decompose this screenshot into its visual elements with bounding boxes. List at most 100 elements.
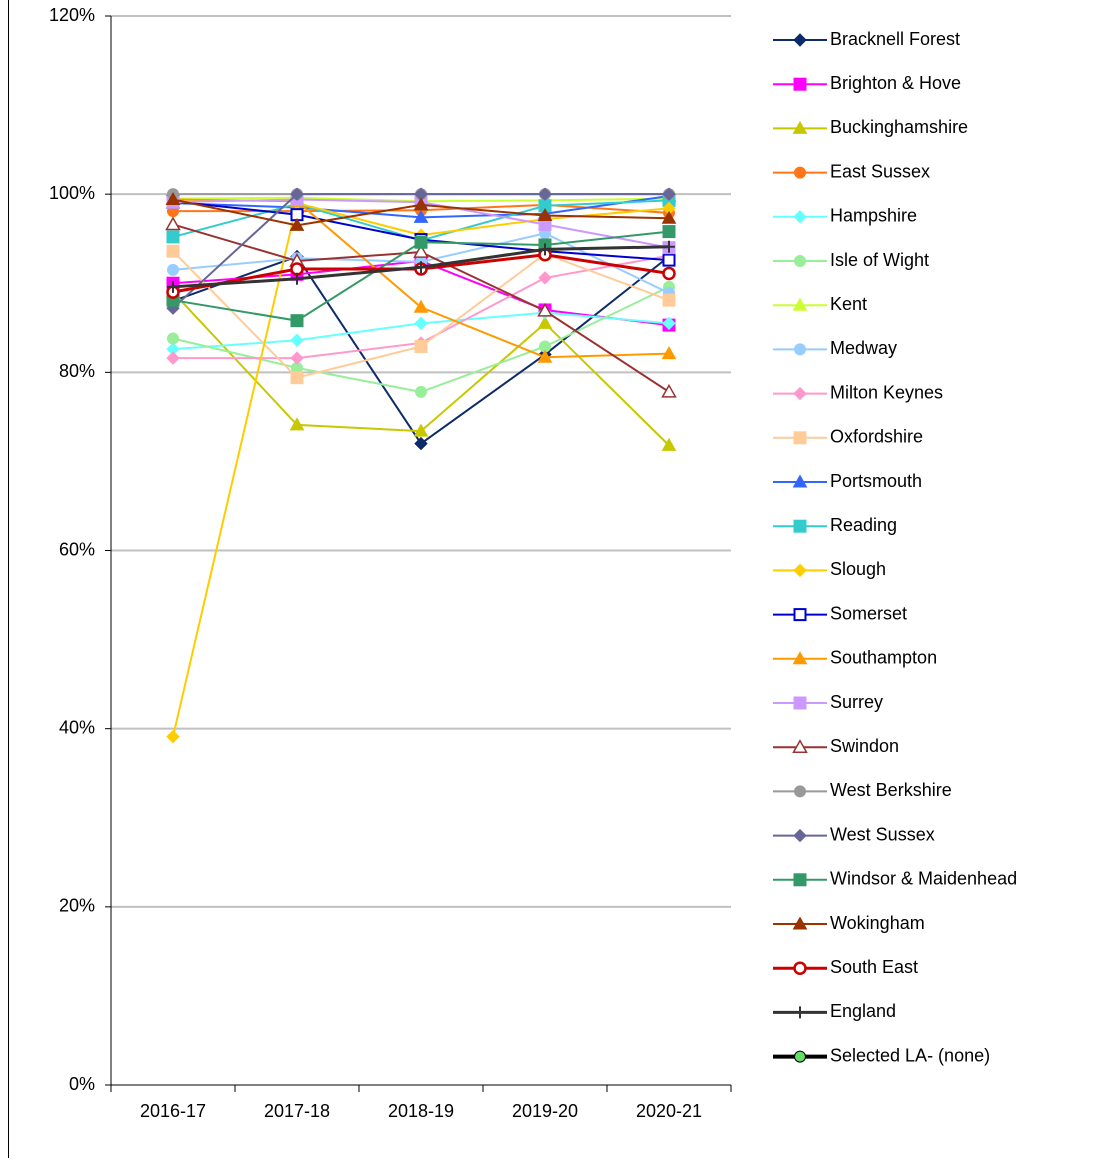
legend-marker bbox=[794, 166, 806, 179]
legend-label: Somerset bbox=[830, 603, 907, 623]
y-tick-label: 60% bbox=[59, 539, 95, 559]
data-point bbox=[661, 210, 677, 224]
legend-label: Brighton & Hove bbox=[830, 73, 961, 93]
legend-label: Milton Keynes bbox=[830, 382, 943, 402]
legend-marker bbox=[793, 608, 807, 622]
legend-marker bbox=[793, 519, 807, 533]
legend-label: Hampshire bbox=[830, 206, 917, 226]
legend-label: Isle of Wight bbox=[830, 250, 929, 270]
data-point bbox=[414, 316, 428, 331]
legend-marker bbox=[793, 33, 807, 47]
x-tick-label: 2020-21 bbox=[636, 1101, 702, 1121]
x-tick-label: 2017-18 bbox=[264, 1101, 330, 1121]
x-tick-label: 2016-17 bbox=[140, 1101, 206, 1121]
data-point bbox=[661, 437, 677, 451]
data-point bbox=[414, 339, 428, 353]
data-point bbox=[167, 332, 179, 345]
legend-marker bbox=[793, 210, 807, 224]
legend-label: Portsmouth bbox=[830, 471, 922, 491]
data-point bbox=[291, 272, 303, 285]
legend-label: Swindon bbox=[830, 736, 899, 756]
legend-marker bbox=[793, 563, 807, 578]
legend-label: West Berkshire bbox=[830, 780, 952, 800]
legend-marker bbox=[794, 343, 806, 356]
data-point bbox=[662, 253, 676, 267]
data-point bbox=[662, 225, 676, 239]
legend-label: Buckinghamshire bbox=[830, 117, 968, 137]
data-point bbox=[165, 216, 181, 231]
data-point bbox=[662, 316, 676, 331]
legend-label: Selected LA- (none) bbox=[830, 1045, 990, 1065]
data-point bbox=[414, 235, 428, 249]
legend-marker bbox=[793, 696, 807, 710]
data-point bbox=[290, 187, 304, 201]
legend-marker bbox=[792, 916, 808, 930]
legend-marker bbox=[792, 651, 808, 665]
x-tick-label: 2018-19 bbox=[388, 1101, 454, 1121]
legend-marker bbox=[792, 297, 808, 311]
legend-marker bbox=[792, 120, 808, 134]
legend-label: Surrey bbox=[830, 692, 883, 712]
data-point bbox=[661, 346, 677, 360]
data-point bbox=[413, 299, 429, 313]
legend-label: West Sussex bbox=[830, 824, 935, 844]
legend-label: Bracknell Forest bbox=[830, 29, 960, 49]
legend-marker bbox=[792, 474, 808, 488]
legend-label: Southampton bbox=[830, 648, 937, 668]
legend-label: Oxfordshire bbox=[830, 427, 923, 447]
x-tick-label: 2019-20 bbox=[512, 1101, 578, 1121]
legend-label: Medway bbox=[830, 338, 897, 358]
data-point bbox=[414, 436, 428, 451]
data-point bbox=[539, 243, 551, 256]
legend-marker bbox=[793, 77, 807, 91]
y-tick-label: 40% bbox=[59, 717, 95, 737]
data-point bbox=[165, 191, 181, 206]
data-point bbox=[166, 351, 180, 365]
data-point bbox=[290, 314, 304, 328]
legend-label: Wokingham bbox=[830, 913, 925, 933]
legend-marker bbox=[793, 961, 807, 975]
data-point bbox=[166, 230, 180, 244]
legend-marker bbox=[792, 739, 808, 753]
legend-marker bbox=[793, 873, 807, 887]
legend-marker bbox=[793, 828, 807, 843]
data-point bbox=[537, 208, 553, 222]
data-point bbox=[537, 302, 553, 317]
data-point bbox=[662, 187, 676, 201]
legend-label: Windsor & Maidenhead bbox=[830, 869, 1017, 889]
legend-marker bbox=[794, 785, 806, 798]
data-point bbox=[415, 261, 427, 274]
y-tick-label: 20% bbox=[59, 896, 95, 916]
data-point bbox=[289, 417, 305, 431]
data-point bbox=[413, 209, 429, 223]
y-tick-label: 80% bbox=[59, 361, 95, 381]
data-point bbox=[537, 315, 553, 329]
legend-label: Reading bbox=[830, 515, 897, 535]
data-point bbox=[413, 244, 429, 258]
data-point bbox=[290, 351, 304, 365]
y-tick-label: 120% bbox=[49, 5, 95, 25]
y-tick-label: 100% bbox=[49, 183, 95, 203]
legend-marker bbox=[794, 1006, 806, 1019]
data-point bbox=[537, 349, 553, 363]
data-point bbox=[289, 217, 305, 231]
data-point bbox=[538, 271, 552, 285]
legend-marker bbox=[793, 386, 807, 401]
legend-marker bbox=[794, 1050, 806, 1063]
data-point bbox=[290, 333, 304, 347]
legend-marker bbox=[793, 431, 807, 445]
legend-marker bbox=[794, 255, 806, 267]
legend-label: England bbox=[830, 1001, 896, 1021]
legend-label: South East bbox=[830, 957, 918, 977]
y-tick-label: 0% bbox=[69, 1074, 95, 1094]
data-point bbox=[662, 266, 676, 281]
data-point bbox=[290, 371, 304, 385]
data-point bbox=[167, 280, 179, 293]
data-point bbox=[413, 197, 429, 211]
data-point bbox=[413, 423, 429, 437]
legend-label: Slough bbox=[830, 559, 886, 579]
legend-label: Kent bbox=[830, 294, 867, 314]
data-point bbox=[538, 187, 552, 201]
